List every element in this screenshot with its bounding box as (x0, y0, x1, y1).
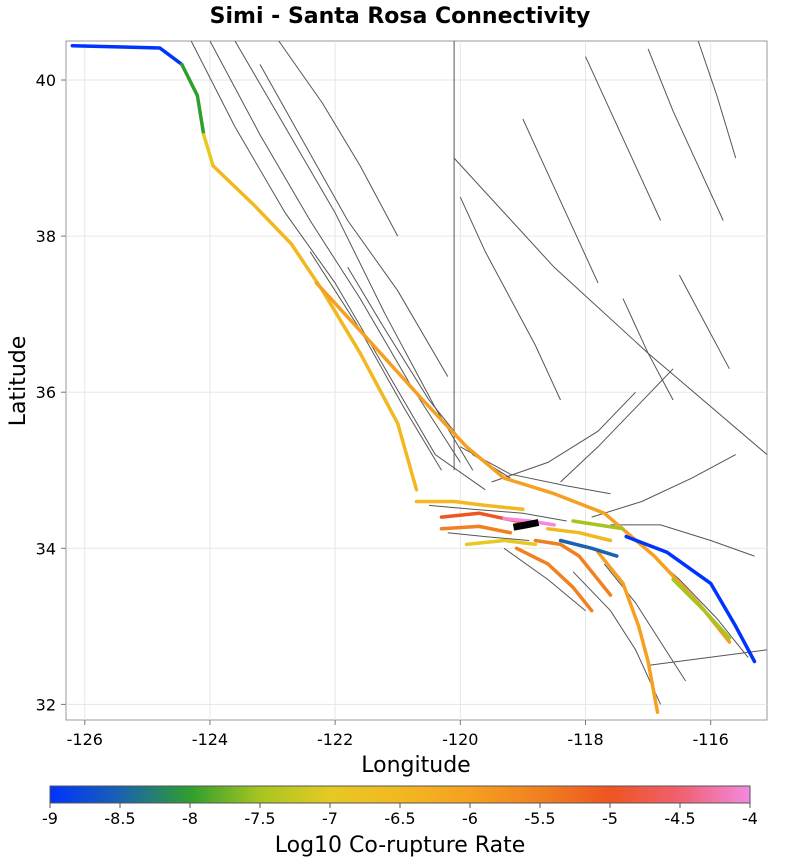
background-fault (259, 64, 449, 377)
rupture-traces (70, 43, 757, 714)
colorbar-tick-label: -8 (182, 809, 198, 828)
colorbar-tick-label: -4.5 (664, 809, 695, 828)
y-ticks: 40 38 36 34 32 (36, 71, 66, 714)
rupture-trace (546, 527, 613, 543)
rupture-trace (414, 499, 525, 512)
background-fault (678, 274, 730, 370)
rupture-trace (571, 519, 625, 531)
colorbar (49, 785, 751, 804)
x-tick-label: -122 (317, 730, 353, 749)
background-fault (585, 56, 662, 221)
target-fault (512, 519, 540, 531)
background-fault (459, 196, 561, 401)
background-fault (278, 41, 399, 237)
rupture-trace (514, 546, 594, 613)
rupture-trace (624, 534, 757, 664)
colorbar-tick-label: -7 (322, 809, 338, 828)
background-fault (453, 157, 767, 455)
rupture-trace (596, 550, 660, 714)
background-fault (622, 298, 674, 401)
x-ticks: -126 -124 -122 -120 -118 -116 (67, 720, 729, 749)
y-tick-label: 40 (36, 71, 56, 90)
x-axis-label: Longitude (361, 753, 470, 778)
colorbar-ticks: -9 -8.5 -8 -7.5 -7 -6.5 -6 -5.5 -5 -4.5 -4 (42, 803, 758, 828)
background-fault (560, 368, 674, 483)
target-fault-trace (512, 519, 540, 531)
background-fault (491, 391, 636, 483)
y-tick-label: 34 (36, 539, 56, 558)
colorbar-tick-label: -5 (602, 809, 618, 828)
x-tick-label: -120 (442, 730, 478, 749)
y-tick-label: 36 (36, 383, 56, 402)
background-fault (591, 454, 736, 518)
y-tick-label: 32 (36, 695, 56, 714)
rupture-trace (439, 524, 513, 535)
colorbar-tick-label: -4 (742, 809, 758, 828)
rupture-trace (558, 538, 619, 558)
colorbar-tick-label: -8.5 (104, 809, 135, 828)
x-tick-label: -124 (192, 730, 228, 749)
colorbar-label: Log10 Co-rupture Rate (275, 833, 526, 858)
chart-title: Simi - Santa Rosa Connectivity (210, 4, 591, 29)
rupture-trace (201, 132, 215, 168)
background-fault (522, 118, 599, 284)
background-fault (428, 504, 567, 522)
background-fault (610, 524, 755, 557)
background-fault (647, 48, 724, 221)
rupture-trace (671, 577, 732, 640)
background-fault (648, 649, 767, 666)
colorbar-tick-label: -6.5 (384, 809, 415, 828)
background-fault (309, 251, 442, 471)
colorbar-tick-label: -7.5 (244, 809, 275, 828)
rupture-trace (533, 538, 613, 597)
rupture-trace (314, 281, 732, 644)
background-fault (447, 532, 530, 541)
x-tick-label: -126 (67, 730, 103, 749)
y-tick-label: 38 (36, 227, 56, 246)
rupture-trace (464, 538, 538, 547)
background-fault (503, 547, 586, 612)
y-axis-label: Latitude (6, 336, 31, 427)
background-fault (697, 41, 737, 159)
background-fault (572, 571, 662, 705)
x-tick-label: -118 (567, 730, 603, 749)
colorbar-tick-label: -9 (42, 809, 58, 828)
rupture-trace (180, 62, 206, 137)
colorbar-tick-label: -6 (462, 809, 478, 828)
background-fault (603, 563, 687, 682)
background-fault (190, 41, 486, 491)
rupture-trace (70, 43, 184, 67)
colorbar-tick-label: -5.5 (524, 809, 555, 828)
x-tick-label: -116 (693, 730, 729, 749)
